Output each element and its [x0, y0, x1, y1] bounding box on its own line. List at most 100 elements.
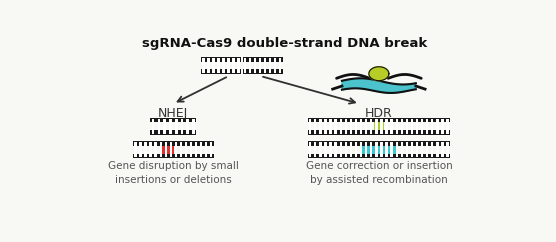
Bar [406, 119, 408, 134]
Bar [335, 143, 337, 157]
Bar [134, 143, 137, 157]
Bar [375, 143, 378, 157]
Bar [307, 146, 450, 154]
Bar [210, 143, 212, 157]
Bar [150, 130, 196, 135]
Bar [441, 143, 444, 157]
Bar [264, 58, 266, 73]
Bar [329, 143, 332, 157]
Bar [380, 119, 383, 134]
Bar [307, 130, 450, 135]
Bar [309, 119, 311, 134]
Bar [195, 143, 197, 157]
Bar [307, 118, 450, 122]
Bar [249, 58, 251, 73]
Bar [374, 122, 384, 130]
Text: Gene correction or insertion
by assisted recombination: Gene correction or insertion by assisted… [305, 161, 452, 185]
Bar [201, 69, 241, 74]
Bar [426, 143, 428, 157]
Text: sgRNA-Cas9 double-strand DNA break: sgRNA-Cas9 double-strand DNA break [142, 37, 428, 50]
Bar [345, 143, 347, 157]
Bar [157, 119, 160, 134]
Bar [202, 58, 205, 73]
Bar [390, 119, 393, 134]
Bar [190, 143, 192, 157]
Bar [244, 58, 246, 73]
Bar [242, 57, 282, 61]
Bar [395, 143, 398, 157]
Bar [350, 143, 352, 157]
Bar [307, 122, 450, 130]
Bar [319, 143, 321, 157]
Bar [411, 143, 413, 157]
Bar [212, 58, 215, 73]
Bar [242, 61, 282, 69]
Bar [201, 61, 241, 69]
Bar [416, 143, 418, 157]
Bar [436, 119, 439, 134]
Bar [181, 119, 183, 134]
Bar [307, 154, 450, 159]
Bar [380, 143, 383, 157]
Bar [145, 143, 147, 157]
Bar [259, 58, 261, 73]
Bar [170, 143, 172, 157]
Bar [365, 119, 368, 134]
Bar [350, 119, 352, 134]
Bar [340, 143, 342, 157]
Bar [163, 119, 166, 134]
Bar [200, 143, 202, 157]
Bar [207, 58, 210, 73]
Bar [421, 143, 423, 157]
Bar [446, 119, 449, 134]
Bar [411, 119, 413, 134]
Bar [385, 119, 388, 134]
Bar [390, 143, 393, 157]
Bar [160, 146, 174, 154]
Bar [385, 143, 388, 157]
Bar [426, 119, 428, 134]
Bar [274, 58, 276, 73]
Bar [314, 143, 316, 157]
Bar [227, 58, 230, 73]
Bar [232, 58, 235, 73]
Bar [150, 122, 196, 130]
Bar [175, 119, 177, 134]
Bar [441, 119, 444, 134]
Bar [416, 119, 418, 134]
Bar [345, 119, 347, 134]
Bar [360, 143, 363, 157]
Bar [324, 119, 326, 134]
Bar [269, 58, 271, 73]
Bar [361, 146, 396, 154]
Text: HDR: HDR [365, 107, 393, 120]
Bar [401, 143, 403, 157]
Bar [186, 119, 189, 134]
Bar [222, 58, 225, 73]
Bar [370, 119, 373, 134]
Bar [431, 143, 434, 157]
Bar [340, 119, 342, 134]
Text: Gene disruption by small
insertions or deletions: Gene disruption by small insertions or d… [108, 161, 239, 185]
Bar [150, 118, 196, 122]
Bar [401, 119, 403, 134]
Bar [133, 154, 214, 159]
Bar [140, 143, 142, 157]
Bar [205, 143, 207, 157]
Bar [335, 119, 337, 134]
Bar [201, 57, 241, 61]
Bar [180, 143, 182, 157]
Bar [360, 119, 363, 134]
Bar [150, 143, 152, 157]
Bar [324, 143, 326, 157]
Bar [279, 58, 281, 73]
Bar [395, 119, 398, 134]
Bar [436, 143, 439, 157]
Bar [217, 58, 220, 73]
Bar [421, 119, 423, 134]
Bar [329, 119, 332, 134]
Bar [160, 143, 162, 157]
Bar [355, 143, 357, 157]
Bar [133, 142, 214, 146]
Bar [152, 119, 155, 134]
